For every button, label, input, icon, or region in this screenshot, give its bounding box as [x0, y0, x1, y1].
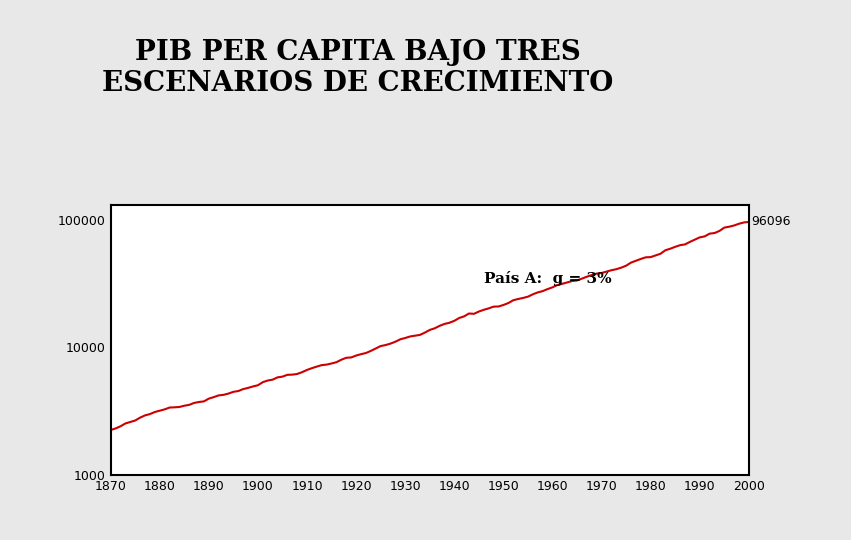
Text: PIB PER CAPITA BAJO TRES
ESCENARIOS DE CRECIMIENTO: PIB PER CAPITA BAJO TRES ESCENARIOS DE C… [102, 39, 613, 97]
Text: País A:  g = 3%: País A: g = 3% [483, 271, 611, 286]
Text: 96096: 96096 [751, 215, 791, 228]
